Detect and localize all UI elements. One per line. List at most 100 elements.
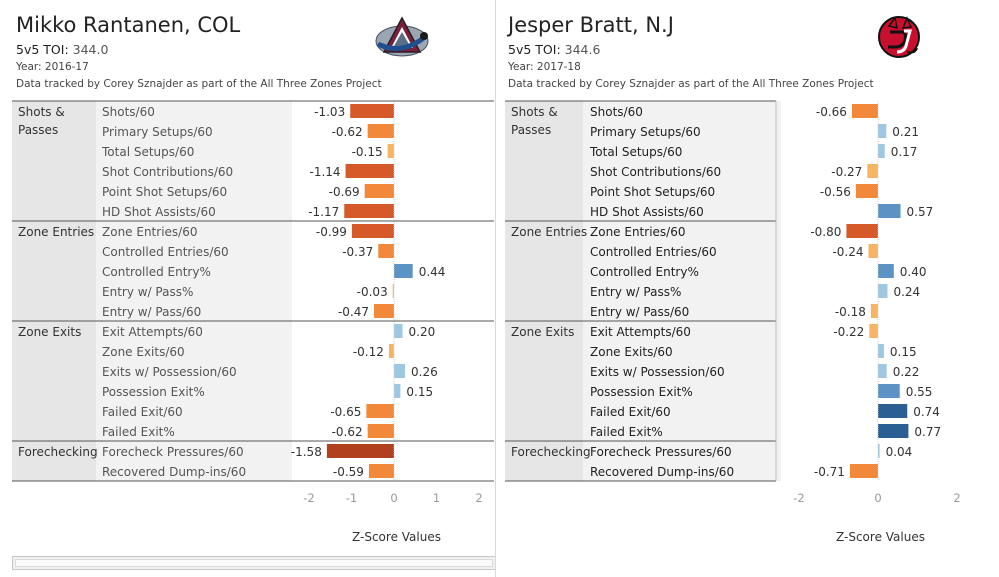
row-label: Controlled Entries/60 (102, 245, 229, 259)
bar (394, 324, 403, 338)
bar (394, 264, 413, 278)
group-label: Passes (511, 123, 551, 137)
bar (364, 184, 394, 198)
bar (851, 104, 878, 118)
bar (878, 204, 901, 218)
data-label: -0.59 (333, 465, 364, 479)
row-label: HD Shot Assists/60 (590, 205, 704, 219)
group-label: Forechecking (18, 445, 98, 459)
horizontal-scrollbar[interactable] (12, 556, 496, 570)
x-tick-label: 2 (953, 491, 960, 505)
data-label: -0.18 (835, 305, 866, 319)
row-label: Zone Exits/60 (102, 345, 185, 359)
bar (878, 264, 894, 278)
row-label: Entry w/ Pass/60 (590, 305, 689, 319)
row-label-bg (583, 101, 781, 221)
bar (878, 364, 887, 378)
group-header-bg (12, 441, 96, 481)
row-label: Failed Exit/60 (102, 405, 183, 419)
row-label: Failed Exit/60 (590, 405, 671, 419)
data-label: 0.74 (913, 405, 940, 419)
bar (392, 284, 394, 298)
data-label: -1.14 (309, 165, 340, 179)
toi-line: 5v5 TOI: 344.0 (16, 42, 108, 57)
bar (344, 204, 394, 218)
data-label: 0.15 (890, 345, 917, 359)
data-label: -0.22 (833, 325, 864, 339)
row-label: Forecheck Pressures/60 (590, 445, 732, 459)
row-label-bg (583, 321, 781, 441)
bar (394, 384, 401, 398)
group-label: Zone Entries (18, 225, 94, 239)
data-label: -0.12 (353, 345, 384, 359)
row-label-bg (583, 441, 781, 481)
x-tick-label: -2 (793, 491, 804, 505)
row-label: Zone Entries/60 (102, 225, 197, 239)
group-label: Zone Exits (18, 325, 81, 339)
data-label: 0.20 (409, 325, 436, 339)
bar (351, 224, 394, 238)
bar (326, 444, 394, 458)
devils-logo (877, 14, 921, 64)
data-label: 0.77 (914, 425, 941, 439)
bar (868, 244, 878, 258)
data-label: -0.66 (816, 105, 847, 119)
group-header-bg (505, 221, 583, 321)
data-label: -0.03 (357, 285, 388, 299)
row-label: Shots/60 (590, 105, 643, 119)
bar (878, 444, 880, 458)
data-label: 0.24 (893, 285, 920, 299)
toi-value: 344.0 (72, 42, 109, 57)
bar (878, 344, 884, 358)
avalanche-logo (374, 14, 430, 64)
bar (878, 124, 887, 138)
group-label: Zone Entries (511, 225, 587, 239)
row-label: Total Setups/60 (589, 145, 682, 159)
scrollbar-thumb[interactable] (15, 559, 493, 567)
bar (367, 424, 394, 438)
bar (345, 164, 394, 178)
bar (870, 304, 878, 318)
data-label: -0.71 (814, 465, 845, 479)
bar (849, 464, 878, 478)
bar (366, 404, 394, 418)
row-label: Failed Exit% (590, 425, 663, 439)
row-label: Possession Exit% (102, 385, 205, 399)
bratt-panel: Jesper Bratt, N.J 5v5 TOI: 344.6 Year: 2… (497, 0, 999, 577)
data-label: 0.55 (906, 385, 933, 399)
row-label: Controlled Entry% (590, 265, 699, 279)
bar (368, 464, 394, 478)
toi-line: 5v5 TOI: 344.6 (508, 42, 600, 57)
row-label: Exit Attempts/60 (102, 325, 203, 339)
row-label: Point Shot Setups/60 (590, 185, 715, 199)
data-label: 0.04 (886, 445, 913, 459)
group-header-bg (505, 101, 583, 221)
data-label: 0.26 (411, 365, 438, 379)
data-label: -0.27 (831, 165, 862, 179)
credit-note: Data tracked by Corey Sznajder as part o… (508, 78, 874, 90)
data-label: 0.40 (900, 265, 927, 279)
credit-note: Data tracked by Corey Sznajder as part o… (16, 78, 382, 90)
data-label: 0.44 (419, 265, 446, 279)
data-label: -0.37 (342, 245, 373, 259)
x-tick-label: -1 (346, 491, 357, 505)
group-header-bg (12, 101, 96, 221)
row-label: Total Setups/60 (101, 145, 194, 159)
row-label: Zone Exits/60 (590, 345, 673, 359)
row-label: Entry w/ Pass% (102, 285, 193, 299)
row-label: Primary Setups/60 (590, 125, 701, 139)
chart-title: Jesper Bratt, N.J (508, 13, 674, 37)
x-tick-label: 0 (390, 491, 397, 505)
row-label: Possession Exit% (590, 385, 693, 399)
chart-title: Mikko Rantanen, COL (16, 13, 241, 37)
x-axis-title: Z-Score Values (836, 530, 925, 544)
row-label-bg (96, 321, 292, 441)
bar (867, 164, 878, 178)
row-label-bg (96, 441, 292, 481)
x-axis-title: Z-Score Values (352, 530, 441, 544)
bar (367, 124, 394, 138)
group-header-bg (505, 441, 583, 481)
data-label: -0.47 (338, 305, 369, 319)
toi-label: 5v5 TOI: (508, 42, 561, 57)
year-label: Year: 2016-17 (16, 61, 89, 73)
